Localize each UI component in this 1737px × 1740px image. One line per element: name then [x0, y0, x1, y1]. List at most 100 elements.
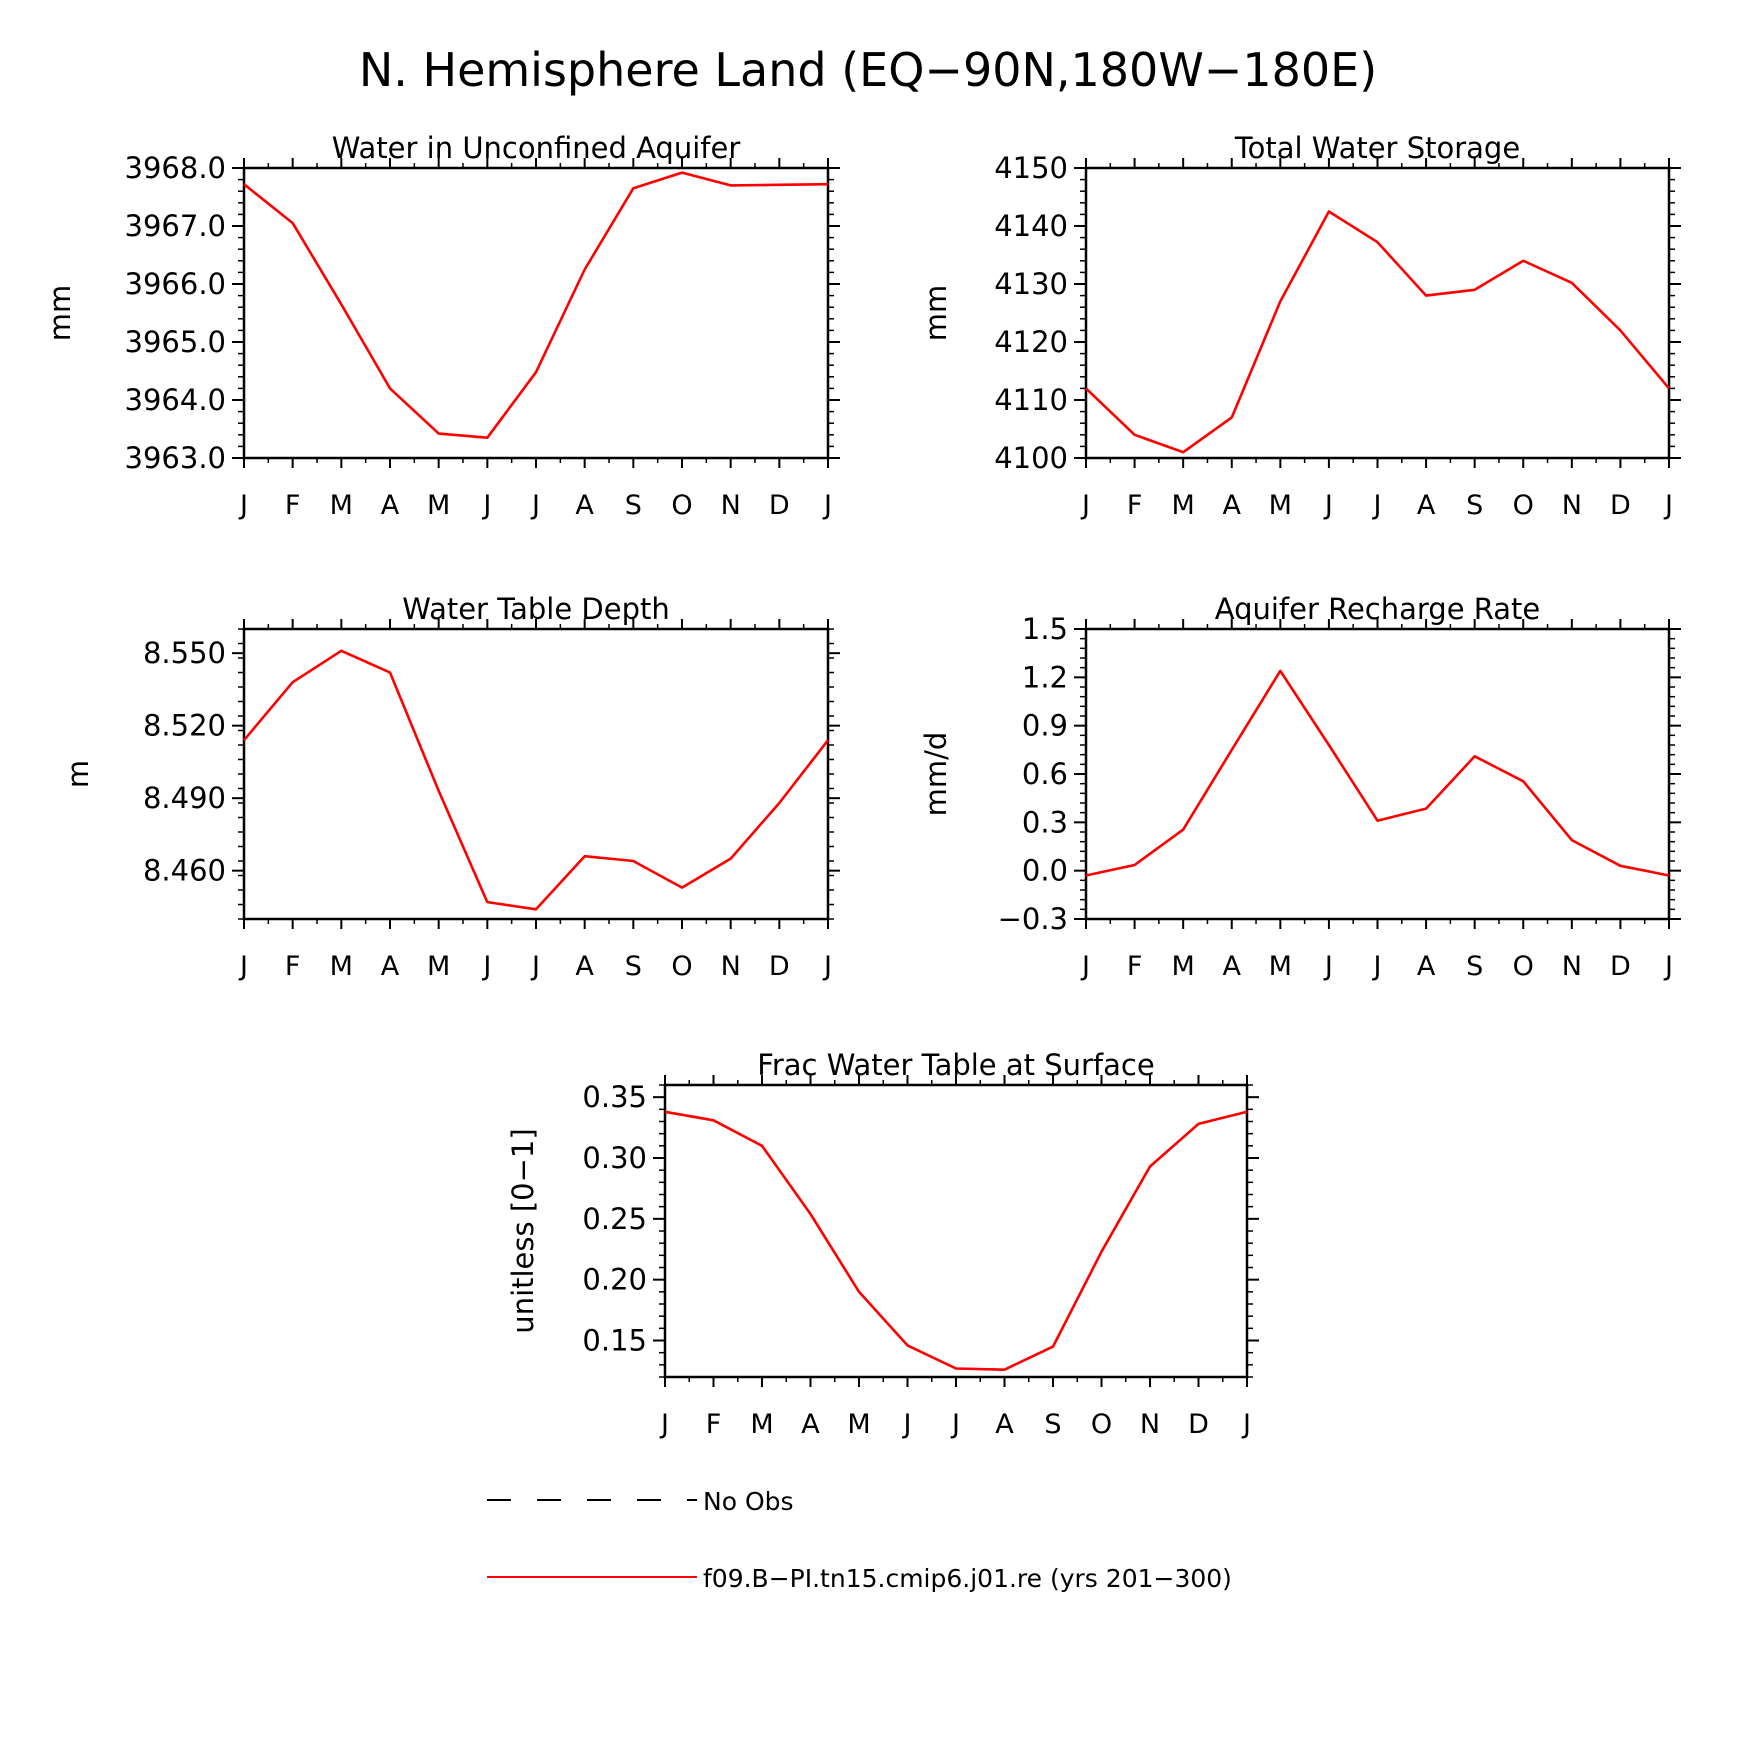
y-tick-label: 3967.0 — [125, 209, 226, 243]
y-tick-label: 4150 — [994, 151, 1068, 185]
x-tick-label: N — [1562, 951, 1582, 982]
x-tick-label: O — [671, 951, 692, 982]
x-tick-label: J — [481, 951, 491, 982]
x-tick-label: J — [1323, 951, 1333, 982]
series-line-aquifer-recharge-rate — [1085, 669, 1670, 877]
x-tick-label: O — [671, 490, 692, 521]
legend: No Obs f09.B−PI.tn15.cmip6.j01.re (yrs 2… — [487, 1487, 1232, 1593]
x-tick-label: M — [427, 951, 450, 982]
y-tick-label: −0.3 — [998, 902, 1068, 936]
y-tick-label: 0.0 — [1022, 854, 1068, 888]
x-tick-label: N — [1562, 490, 1582, 521]
x-tick-label: J — [902, 1409, 912, 1440]
x-tick-label: J — [1323, 490, 1333, 521]
x-tick-label: A — [995, 1409, 1014, 1440]
figure-title: N. Hemisphere Land (EQ−90N,180W−180E) — [359, 43, 1377, 97]
y-tick-label: 0.15 — [582, 1324, 647, 1358]
legend-model-label: f09.B−PI.tn15.cmip6.j01.re (yrs 201−300) — [703, 1564, 1232, 1593]
series-line-total-water-storage — [1085, 210, 1670, 454]
plot-frame — [1084, 627, 1671, 921]
x-tick-label: F — [1127, 490, 1143, 521]
y-tick-label: 8.550 — [143, 636, 226, 670]
x-tick-label: J — [481, 490, 491, 521]
x-tick-label: F — [285, 951, 301, 982]
x-tick-label: F — [706, 1409, 722, 1440]
x-tick-label: N — [1140, 1409, 1160, 1440]
x-tick-label: M — [1269, 951, 1292, 982]
y-tick-label: 1.5 — [1022, 612, 1068, 646]
x-tick-label: A — [575, 951, 594, 982]
y-tick-label: 4140 — [994, 209, 1068, 243]
y-tick-label: 0.25 — [582, 1202, 647, 1236]
y-tick-label: 4100 — [994, 441, 1068, 475]
y-tick-label: 0.3 — [1022, 805, 1068, 839]
x-tick-label: D — [769, 490, 790, 521]
y-tick-label: 0.20 — [582, 1263, 647, 1297]
x-tick-label: A — [801, 1409, 820, 1440]
x-tick-label: M — [427, 490, 450, 521]
x-tick-label: D — [1610, 490, 1631, 521]
x-tick-label: D — [1610, 951, 1631, 982]
x-tick-label: M — [750, 1409, 773, 1440]
x-tick-label: J — [1080, 951, 1090, 982]
x-tick-label: J — [1241, 1409, 1251, 1440]
x-tick-label: J — [950, 1409, 960, 1440]
x-tick-label: A — [575, 490, 594, 521]
x-tick-label: J — [822, 951, 832, 982]
y-tick-label: 4120 — [994, 325, 1068, 359]
series-line-water-table-depth — [243, 649, 830, 911]
plot-frame — [1084, 166, 1671, 460]
y-tick-label: 4110 — [994, 383, 1068, 417]
y-tick-label: 3966.0 — [125, 267, 226, 301]
x-tick-label: A — [381, 951, 400, 982]
plot-frame — [242, 627, 830, 921]
x-tick-label: N — [721, 951, 741, 982]
x-tick-label: A — [1223, 490, 1242, 521]
x-tick-label: S — [1044, 1409, 1061, 1440]
y-axis-label: m — [61, 760, 95, 788]
x-tick-label: D — [1188, 1409, 1209, 1440]
y-axis-label: mm — [919, 285, 953, 342]
x-tick-label: J — [530, 490, 540, 521]
y-tick-label: 4130 — [994, 267, 1068, 301]
y-tick-label: 3963.0 — [125, 441, 226, 475]
y-tick-label: 3965.0 — [125, 325, 226, 359]
x-tick-label: M — [330, 951, 353, 982]
x-tick-label: F — [1127, 951, 1143, 982]
x-tick-label: A — [1417, 951, 1436, 982]
x-tick-label: S — [625, 490, 642, 521]
y-tick-label: 3964.0 — [125, 383, 226, 417]
y-tick-label: 0.30 — [582, 1141, 647, 1175]
x-tick-label: S — [625, 951, 642, 982]
legend-no-obs-label: No Obs — [703, 1487, 794, 1516]
x-tick-label: J — [659, 1409, 669, 1440]
y-tick-label: 0.6 — [1022, 757, 1068, 791]
y-axis-label: unitless [0−1] — [506, 1128, 540, 1333]
plot-frame — [663, 1083, 1249, 1379]
x-tick-label: J — [1080, 490, 1090, 521]
x-tick-label: F — [285, 490, 301, 521]
x-tick-label: O — [1091, 1409, 1112, 1440]
x-tick-label: J — [1663, 490, 1673, 521]
x-tick-label: O — [1513, 951, 1534, 982]
x-tick-label: A — [1223, 951, 1242, 982]
x-tick-label: A — [1417, 490, 1436, 521]
series-line-frac-water-table-at-surface — [664, 1110, 1248, 1371]
x-tick-label: O — [1513, 490, 1534, 521]
x-tick-label: J — [1372, 490, 1382, 521]
y-axis-label: mm/d — [919, 732, 953, 817]
x-tick-label: J — [530, 951, 540, 982]
x-tick-label: D — [769, 951, 790, 982]
y-tick-label: 3968.0 — [125, 151, 226, 185]
x-tick-label: M — [1172, 490, 1195, 521]
y-tick-label: 1.2 — [1022, 660, 1068, 694]
x-tick-label: N — [721, 490, 741, 521]
plot-frame — [242, 166, 830, 460]
x-tick-label: M — [847, 1409, 870, 1440]
